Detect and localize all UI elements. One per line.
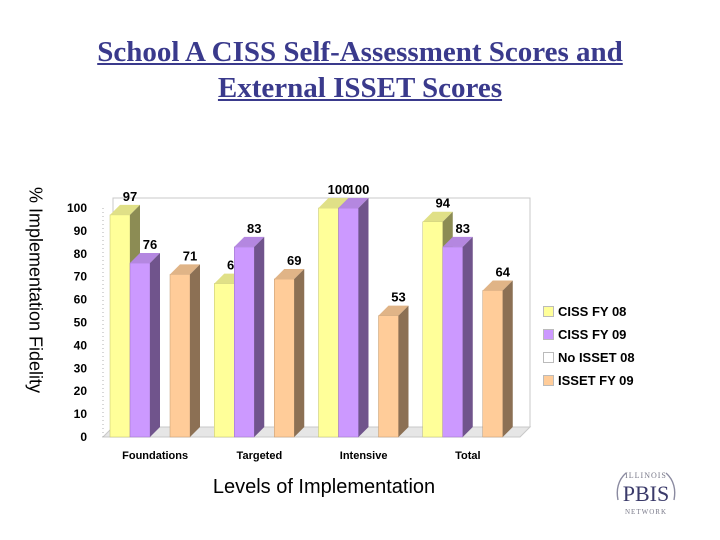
y-tick-label: 80 — [74, 247, 88, 261]
data-label: 83 — [456, 221, 470, 236]
data-label: 97 — [123, 189, 137, 204]
bar — [274, 278, 295, 438]
legend-label: No ISSET 08 — [558, 350, 635, 365]
y-tick-label: 20 — [74, 384, 88, 398]
bar-side — [358, 198, 369, 437]
bar — [442, 246, 463, 438]
bar-side — [502, 280, 513, 437]
x-tick-label: Targeted — [237, 450, 283, 462]
data-label: 94 — [436, 196, 451, 211]
y-tick-label: 50 — [74, 316, 88, 330]
y-tick-label: 30 — [74, 361, 88, 375]
legend-label: CISS FY 08 — [558, 304, 627, 319]
legend-swatch — [543, 375, 554, 386]
y-tick-label: 100 — [67, 201, 87, 215]
bar — [234, 246, 255, 438]
logo-swoosh-left — [616, 472, 627, 501]
legend-item: CISS FY 09 — [543, 323, 635, 346]
legend-item: No ISSET 08 — [543, 346, 635, 369]
chart-title-line-1: School A CISS Self-Assessment Scores and — [97, 36, 623, 68]
data-label: 100 — [348, 182, 370, 197]
bar-top — [130, 252, 160, 263]
legend-swatch — [543, 352, 554, 363]
data-label: 64 — [496, 264, 511, 279]
bar — [338, 207, 359, 438]
bar — [109, 214, 131, 438]
bar-side — [462, 236, 473, 437]
legend-swatch — [543, 329, 554, 340]
y-tick-label: 0 — [80, 430, 87, 444]
chart-legend: CISS FY 08 CISS FY 09 No ISSET 08 ISSET FY … — [543, 300, 635, 392]
data-label: 71 — [183, 248, 197, 263]
bar — [318, 207, 339, 438]
legend-label: CISS FY 09 — [558, 327, 627, 342]
bar-side — [190, 264, 200, 437]
pbis-network-logo: ILLINOIS PBIS NETWORK — [616, 471, 676, 516]
bar-side — [150, 252, 160, 437]
y-tick-label: 90 — [74, 224, 88, 238]
bar — [214, 283, 235, 438]
bar-side — [294, 268, 305, 437]
x-axis-title: Levels of Implementation — [212, 476, 436, 498]
chart-title: School A CISS Self-Assessment Scores and… — [0, 34, 720, 106]
data-label: 100 — [328, 182, 350, 197]
data-label: 53 — [391, 290, 405, 305]
bar — [169, 274, 191, 438]
y-tick-label: 40 — [74, 338, 88, 352]
data-label: 69 — [287, 253, 301, 268]
data-label: 76 — [143, 237, 157, 252]
chart-title-line-2: External ISSET Scores — [217, 72, 503, 104]
bar-side — [398, 305, 409, 437]
data-label: 83 — [247, 221, 261, 236]
x-tick-label: Total — [455, 450, 480, 462]
legend-swatch — [543, 306, 554, 317]
bar — [422, 221, 443, 438]
bar — [482, 290, 503, 438]
svg-text:PBIS: PBIS — [623, 481, 669, 506]
x-tick-label: Intensive — [340, 450, 388, 462]
legend-item: ISSET FY 09 — [543, 369, 635, 392]
bar — [129, 262, 151, 438]
svg-text:NETWORK: NETWORK — [625, 508, 667, 516]
bar-side — [254, 236, 265, 437]
bar — [378, 315, 399, 438]
y-tick-label: 60 — [74, 293, 88, 307]
legend-label: ISSET FY 09 — [558, 373, 634, 388]
svg-text:ILLINOIS: ILLINOIS — [625, 471, 667, 480]
logo-swoosh-right — [665, 472, 676, 501]
y-tick-label: 70 — [74, 270, 88, 284]
x-tick-label: Foundations — [122, 450, 188, 462]
y-tick-label: 10 — [74, 407, 88, 421]
legend-item: CISS FY 08 — [543, 300, 635, 323]
